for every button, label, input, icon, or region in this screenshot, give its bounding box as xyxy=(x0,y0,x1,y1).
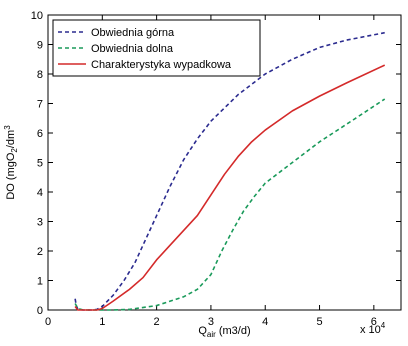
x-tick-label: 2 xyxy=(154,316,160,328)
y-axis-label-units: /dm xyxy=(5,130,17,148)
x-tick-label: 6 xyxy=(371,316,377,328)
series-layer xyxy=(74,31,386,311)
legend: Obwiednia górna Obwiednia dolna Charaktery… xyxy=(52,19,261,77)
series-line-obwiednia-g-rna xyxy=(74,31,385,311)
x-axis-multiplier: x 104 xyxy=(360,321,386,336)
x-tick-label: 5 xyxy=(316,316,322,328)
legend-label: Obwiednia górna xyxy=(91,27,175,39)
y-tick-label: 1 xyxy=(37,276,43,288)
y-tick-label: 3 xyxy=(37,217,43,229)
y-tick-label: 0 xyxy=(37,305,43,317)
x-tick-label: 1 xyxy=(99,316,105,328)
y-axis-label: DO (mgO2/dm3 xyxy=(3,125,19,200)
x-axis-multiplier-base: x 10 xyxy=(360,324,381,336)
y-tick-label: 4 xyxy=(37,187,43,199)
x-axis-label-main: Q xyxy=(198,325,207,337)
y-tick-label: 7 xyxy=(37,99,43,111)
x-axis-multiplier-exponent: 4 xyxy=(381,321,386,330)
y-axis-label-main: DO (mgO xyxy=(5,152,17,200)
legend-label: Charakterystyka wypadkowa xyxy=(91,59,232,71)
x-axis-label: Qair (m3/d) xyxy=(198,325,250,339)
axis-ticks: 0 1 2 3 4 5 6 0 1 2 3 4 5 6 7 8 9 10 xyxy=(31,10,401,328)
legend-label: Obwiednia dolna xyxy=(91,43,174,55)
x-tick-label: 4 xyxy=(262,316,268,328)
x-tick-label: 0 xyxy=(45,316,51,328)
y-tick-label: 9 xyxy=(37,40,43,52)
y-tick-label: 8 xyxy=(37,69,43,81)
series-line-charakterystyka-wypadkowa xyxy=(74,64,386,311)
y-tick-label: 6 xyxy=(37,128,43,140)
x-axis-label-units: (m3/d) xyxy=(216,325,251,337)
y-tick-label: 5 xyxy=(37,158,43,170)
x-axis-label-subscript: air xyxy=(207,330,216,339)
y-tick-label: 2 xyxy=(37,246,43,258)
y-axis-label-superscript: 3 xyxy=(3,125,12,130)
x-tick-label: 3 xyxy=(208,316,214,328)
y-tick-label: 10 xyxy=(31,10,43,22)
legend-box xyxy=(52,19,261,77)
y-axis-label-subscript: 2 xyxy=(10,148,19,153)
